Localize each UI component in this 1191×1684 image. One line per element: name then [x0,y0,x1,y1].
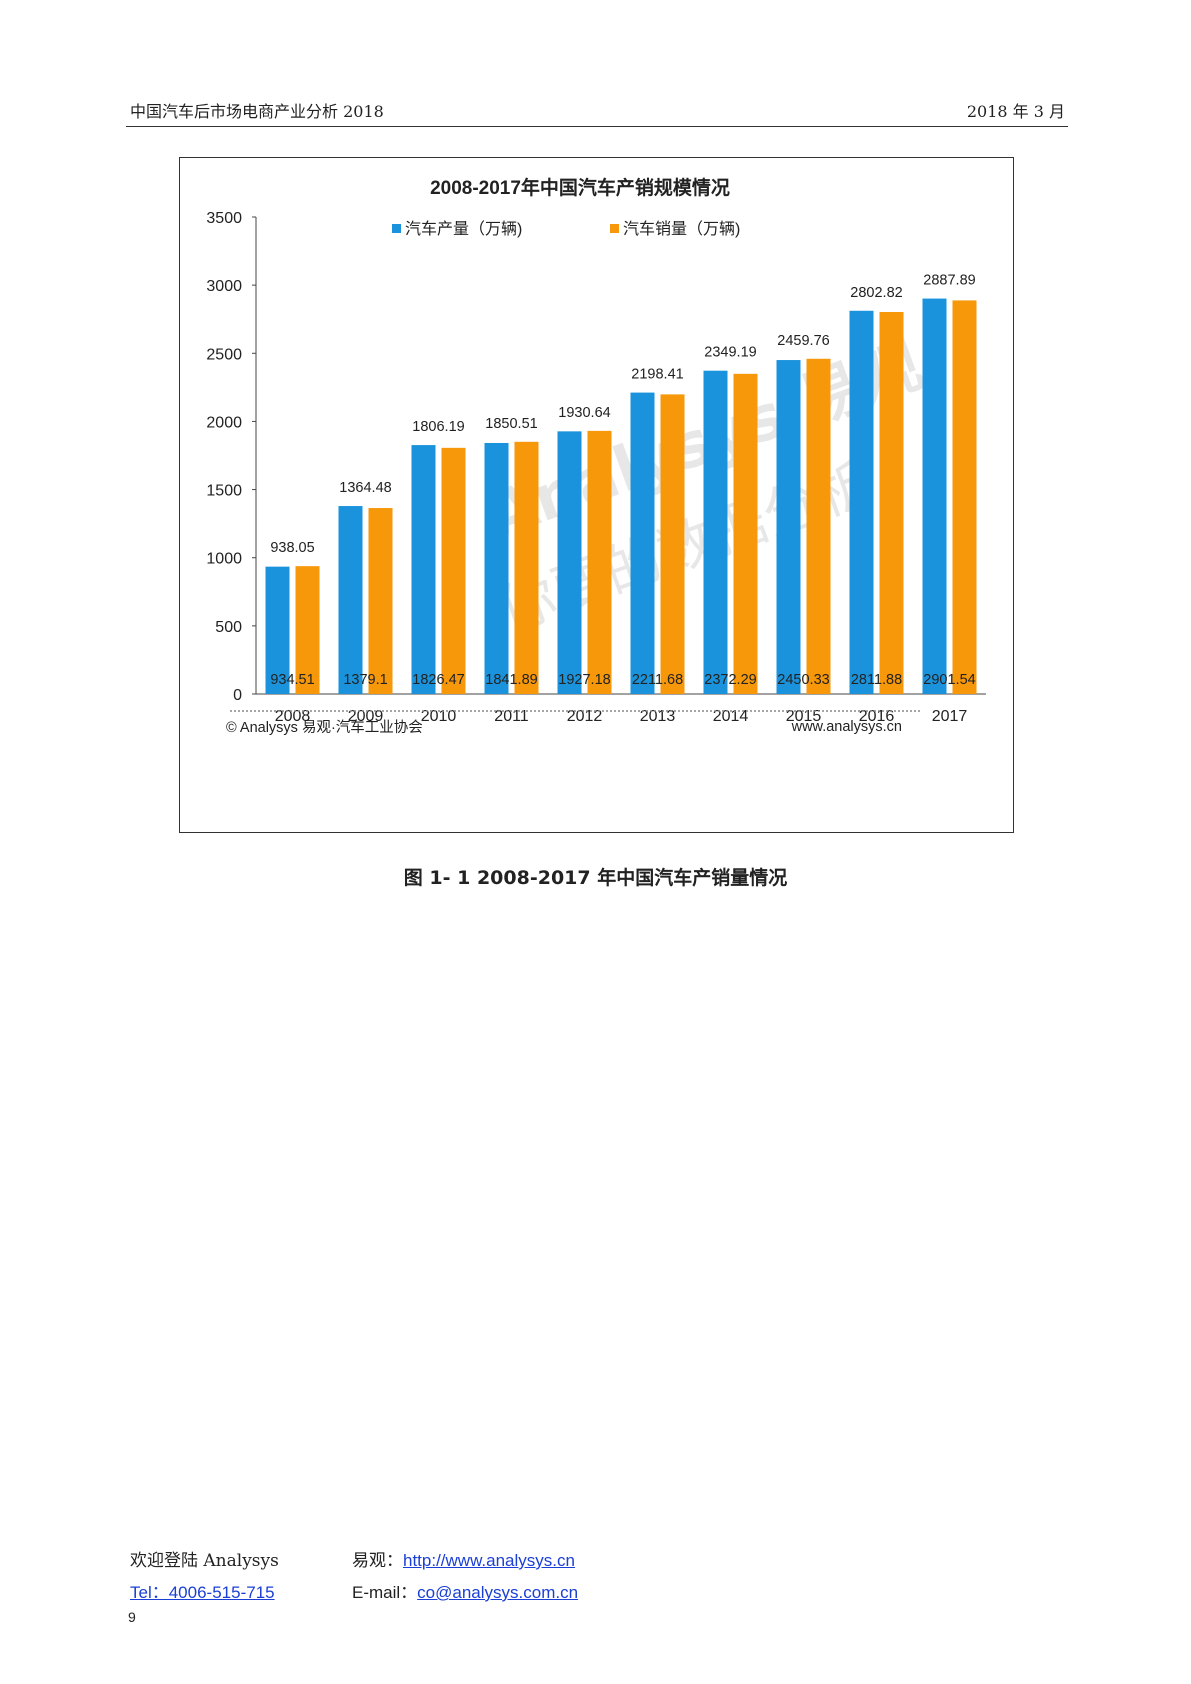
data-label-sales: 2887.89 [923,273,975,289]
legend-swatch-sales [610,224,619,233]
y-tick-label: 0 [233,687,242,704]
x-tick-label: 2013 [640,708,676,725]
y-tick-label: 3000 [206,278,242,295]
x-tick-label: 2011 [494,708,529,725]
y-tick-label: 1500 [206,483,242,500]
chart-website: www.analysys.cn [791,719,902,735]
page-number: 9 [128,1609,136,1625]
x-tick-label: 2008 [275,708,311,725]
figure-caption: 图 1- 1 2008-2017 年中国汽车产销量情况 [403,867,788,889]
x-tick-label: 2014 [713,708,749,725]
legend-label-production: 汽车产量（万辆) [405,220,522,238]
legend-label-sales: 汽车销量（万辆) [623,220,740,238]
y-tick-label: 2500 [206,346,242,363]
footer-welcome: 欢迎登陆 Analysys [130,1546,279,1571]
x-tick-label: 2009 [348,708,384,725]
chart-source: © Analysys 易观·汽车工业协会 [226,719,423,736]
bar-production [922,298,947,694]
header-divider [126,126,1068,127]
chart-frame: Analysys 易观你要的数据分析2008-2017年中国汽车产销规模情况05… [179,157,1014,833]
data-label-production: 934.51 [270,672,314,688]
data-label-sales: 2198.41 [631,367,683,383]
data-label-production: 1826.47 [412,672,464,688]
data-label-production: 2211.68 [632,672,683,688]
bar-sales [952,300,977,694]
data-label-sales: 938.05 [270,540,314,556]
x-tick-label: 2012 [567,708,603,725]
y-tick-label: 500 [215,619,242,636]
data-label-sales: 2349.19 [704,345,756,361]
bar-chart: Analysys 易观你要的数据分析2008-2017年中国汽车产销规模情况05… [206,176,986,736]
footer-tel: Tel：4006-515-715 [130,1578,275,1603]
legend-swatch-production [392,224,401,233]
website-link[interactable]: http://www.analysys.cn [403,1551,575,1570]
footer-welcome-text: 欢迎登陆 Analysys [130,1551,279,1571]
x-tick-label: 2015 [786,708,822,725]
bar-sales [441,447,466,694]
y-tick-label: 3500 [206,210,242,227]
data-label-sales: 1806.19 [412,419,464,435]
x-tick-label: 2010 [421,708,457,725]
data-label-production: 2901.54 [923,672,975,688]
chart-title: 2008-2017年中国汽车产销规模情况 [430,176,730,199]
bar-sales [587,430,612,694]
bar-sales [295,566,320,694]
data-label-sales: 1850.51 [485,416,537,432]
y-tick-label: 2000 [206,414,242,431]
data-label-sales: 1364.48 [339,480,391,496]
footer-website-label: 易观： [352,1551,403,1571]
footer-website: 易观：http://www.analysys.cn [352,1546,575,1571]
bar-production [411,445,436,694]
bar-sales [368,508,393,694]
x-tick-label: 2016 [859,708,895,725]
x-tick-label: 2017 [932,708,968,725]
header-date: 2018 年 3 月 [966,102,1065,121]
data-label-production: 2450.33 [777,672,829,688]
bar-sales [733,373,758,694]
data-label-sales: 2802.82 [850,285,902,301]
data-label-production: 2811.88 [851,672,902,688]
bar-sales [660,394,685,694]
bar-production [557,431,582,694]
y-tick-label: 1000 [206,551,242,568]
bar-sales [879,312,904,694]
bar-production [338,506,363,694]
data-label-production: 2372.29 [704,672,756,688]
bar-production [265,566,290,694]
data-label-production: 1841.89 [485,672,537,688]
bar-production [776,360,801,694]
bar-production [703,370,728,694]
tel-link[interactable]: Tel：4006-515-715 [130,1583,275,1602]
bar-sales [806,358,831,694]
data-label-production: 1927.18 [558,672,610,688]
bar-production [484,442,509,694]
bar-sales [514,441,539,694]
data-label-sales: 2459.76 [777,333,829,349]
bar-production [630,392,655,694]
header-title: 中国汽车后市场电商产业分析 2018 [130,102,384,121]
footer-email: E-mail：co@analysys.com.cn [352,1578,578,1603]
footer-email-label: E-mail： [352,1583,418,1602]
bar-production [849,310,874,694]
email-link[interactable]: co@analysys.com.cn [417,1583,579,1602]
data-label-sales: 1930.64 [558,405,610,421]
data-label-production: 1379.1 [343,672,387,688]
